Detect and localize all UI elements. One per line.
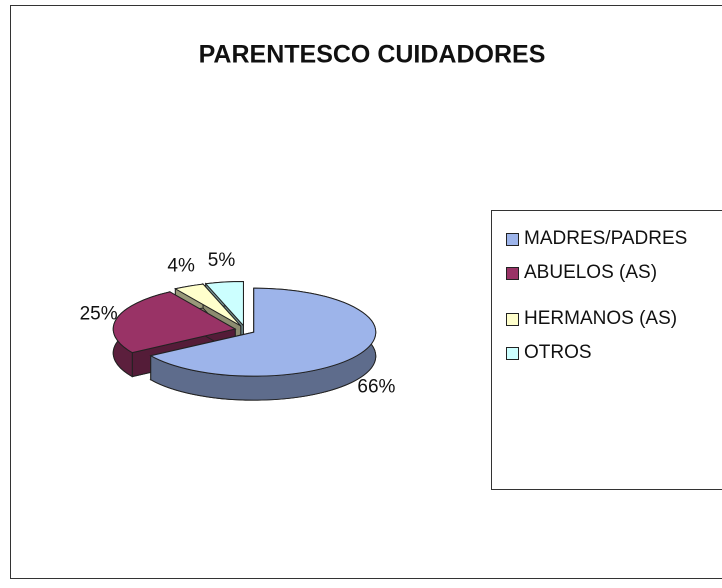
slice-top (174, 283, 242, 327)
legend-swatch (506, 347, 519, 360)
legend-label: HERMANOS (AS) (524, 308, 678, 329)
legend-item: HERMANOS (AS) (506, 307, 706, 331)
legend: MADRES/PADRES ABUELOS (AS) HERMANOS (AS) OT… (491, 210, 722, 490)
legend-label: OTROS (524, 342, 592, 363)
slice-top (204, 281, 244, 327)
chart-frame (10, 5, 722, 579)
data-label: 25% (80, 304, 118, 325)
data-label: 4% (167, 256, 195, 277)
legend-label: ABUELOS (AS) (524, 262, 658, 283)
legend-label: MADRES/PADRES (524, 228, 688, 249)
legend-item: ABUELOS (AS) (506, 261, 706, 285)
legend-swatch (506, 233, 519, 246)
slice-top (149, 287, 377, 377)
slice-top (112, 291, 237, 354)
legend-item: MADRES/PADRES (506, 227, 706, 251)
legend-swatch (506, 267, 519, 280)
legend-swatch (506, 313, 519, 326)
data-label: 66% (357, 377, 395, 398)
data-label: 5% (208, 250, 236, 271)
legend-item: OTROS (506, 341, 706, 365)
chart-title: PARENTESCO CUIDADORES (199, 41, 546, 69)
pie-slice (149, 287, 377, 401)
